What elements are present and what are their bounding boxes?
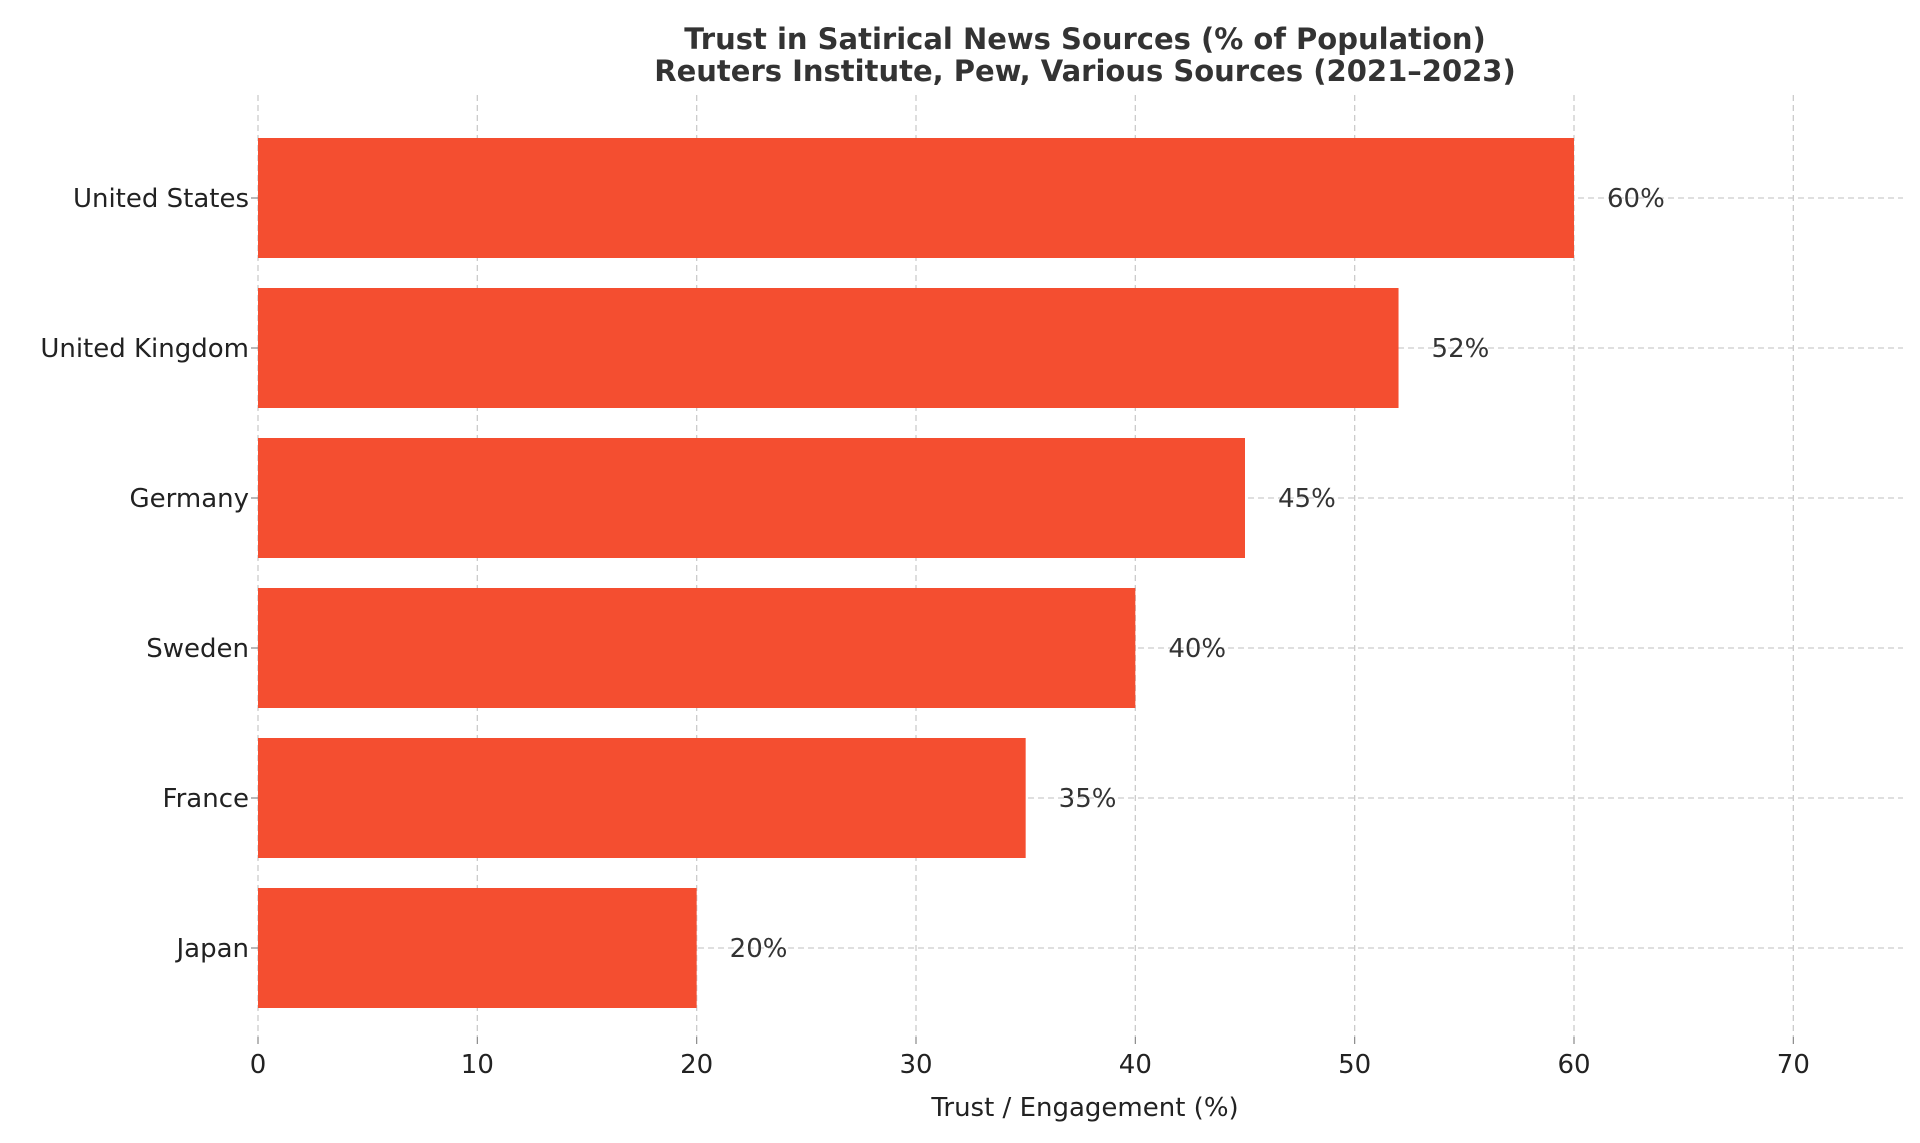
y-tick-label-2: Germany	[129, 484, 249, 514]
bars	[258, 138, 1574, 1008]
chart-subtitle: Reuters Institute, Pew, Various Sources …	[654, 54, 1515, 88]
data-label-3: 40%	[1168, 634, 1226, 664]
y-tick-label-4: France	[163, 784, 249, 814]
bar-5	[258, 888, 697, 1008]
x-tick-label-4: 40	[1119, 1050, 1152, 1080]
x-tick-label-0: 0	[250, 1050, 267, 1080]
x-axis-label: Trust / Engagement (%)	[930, 1093, 1238, 1123]
bar-2	[258, 438, 1245, 558]
chart-title: Trust in Satirical News Sources (% of Po…	[684, 22, 1486, 56]
data-label-2: 45%	[1278, 484, 1336, 514]
bar-1	[258, 288, 1399, 408]
bar-3	[258, 588, 1136, 708]
data-label-5: 20%	[730, 934, 788, 964]
x-tick-label-2: 20	[680, 1050, 713, 1080]
y-axis-ticks: United States United Kingdom Germany Sweden…	[40, 184, 258, 964]
x-tick-label-5: 50	[1338, 1050, 1371, 1080]
x-tick-label-7: 70	[1777, 1050, 1810, 1080]
bar-4	[258, 738, 1026, 858]
data-label-4: 35%	[1059, 784, 1117, 814]
y-tick-label-1: United Kingdom	[40, 334, 249, 364]
y-tick-label-0: United States	[73, 184, 249, 214]
y-tick-label-3: Sweden	[146, 634, 249, 664]
data-label-1: 52%	[1432, 334, 1490, 364]
y-tick-label-5: Japan	[174, 934, 249, 964]
x-tick-label-6: 60	[1557, 1050, 1590, 1080]
bar-0	[258, 138, 1574, 258]
data-label-0: 60%	[1607, 184, 1665, 214]
x-tick-label-1: 10	[461, 1050, 494, 1080]
x-tick-label-3: 30	[899, 1050, 932, 1080]
data-labels: 60% 52% 45% 40% 35% 20%	[730, 184, 1665, 964]
x-axis-ticks: 0 10 20 30 40 50 60 70	[250, 1037, 1810, 1080]
